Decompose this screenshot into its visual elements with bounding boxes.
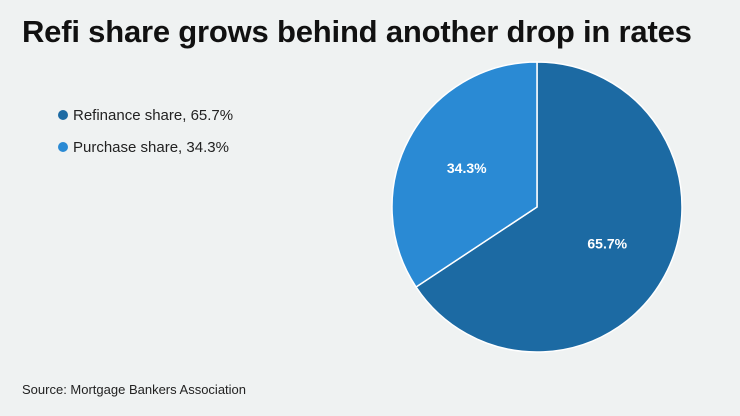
pie-slice-purchase	[391, 61, 538, 289]
pie-group: 65.7% 34.3%	[391, 61, 683, 353]
legend-item-refinance: Refinance share, 65.7%	[58, 104, 233, 126]
legend-dot-refinance	[58, 110, 68, 120]
data-label-refinance: 65.7%	[587, 235, 627, 251]
legend-item-purchase: Purchase share, 34.3%	[58, 136, 233, 158]
data-label-purchase: 34.3%	[447, 160, 487, 176]
legend-dot-purchase	[58, 142, 68, 152]
source-note: Source: Mortgage Bankers Association	[22, 382, 247, 397]
chart-title: Refi share grows behind another drop in …	[22, 14, 692, 49]
legend: Refinance share, 65.7% Purchase share, 3…	[58, 104, 233, 168]
pie-slice-refinance	[415, 61, 683, 353]
legend-label-refinance: Refinance share, 65.7%	[73, 106, 234, 124]
legend-label-purchase: Purchase share, 34.3%	[73, 138, 229, 156]
